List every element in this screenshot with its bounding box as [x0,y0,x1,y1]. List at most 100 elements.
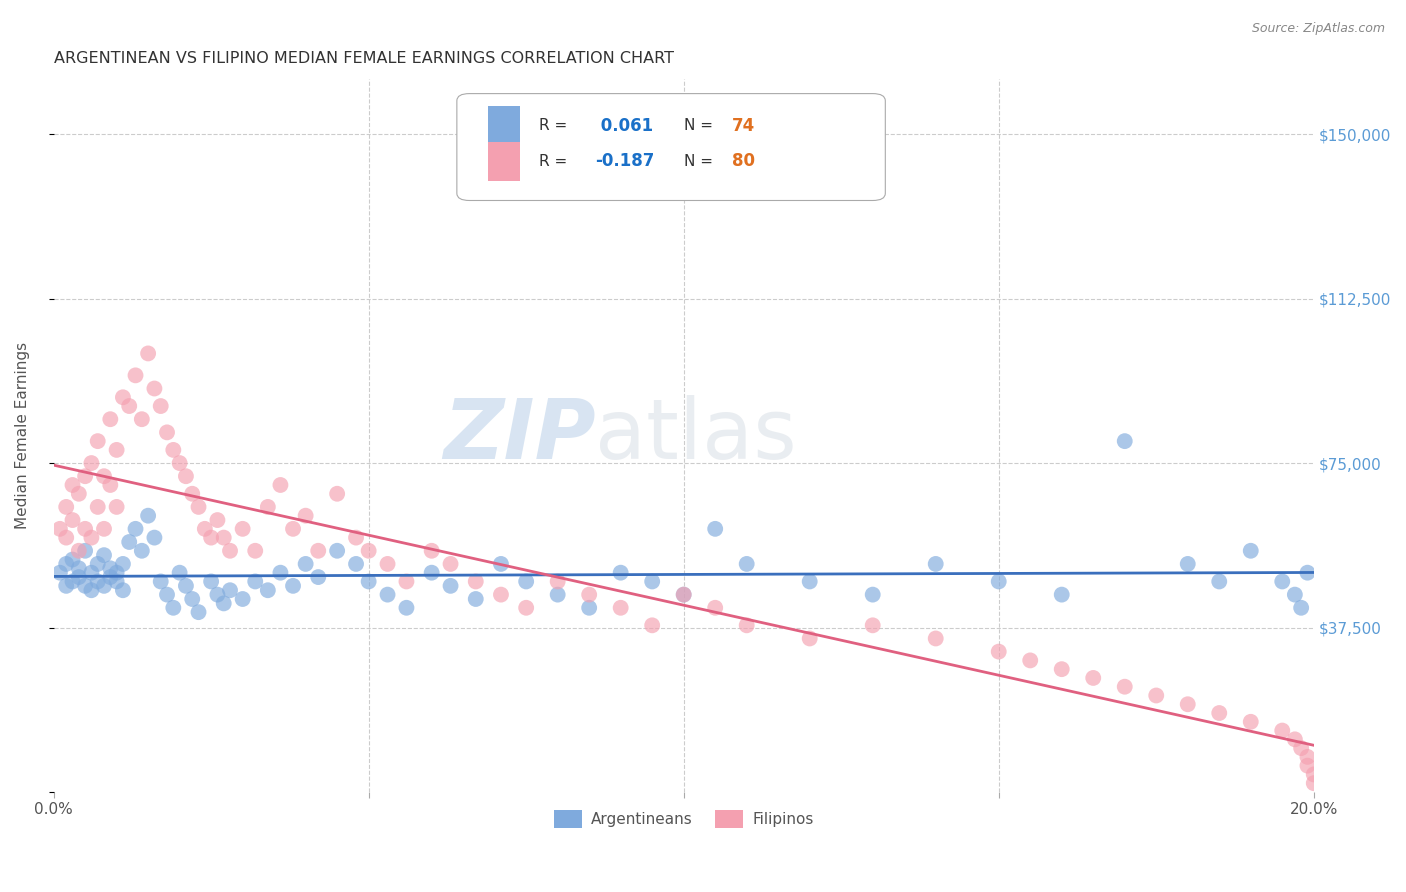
Point [377,557,399,571]
FancyBboxPatch shape [457,94,886,201]
Point [67,487,90,501]
Point [169,456,191,470]
Point [86,557,108,571]
Point [162,442,184,457]
Point [799,574,821,589]
Point [1289,600,1312,615]
Point [75,522,97,536]
Point [111,583,134,598]
Point [641,574,664,589]
Point [704,522,727,536]
Point [609,566,631,580]
Point [143,531,166,545]
Point [98,570,121,584]
Point [55,531,77,545]
Point [86,574,108,589]
Point [925,557,948,571]
Point [105,574,128,589]
Point [80,531,103,545]
Point [344,557,367,571]
Point [67,570,90,584]
Point [987,645,1010,659]
Text: R =: R = [538,118,572,133]
Point [67,561,90,575]
Point [1114,680,1136,694]
Point [169,566,191,580]
Point [232,592,254,607]
Point [515,600,537,615]
Point [111,557,134,571]
Point [515,574,537,589]
Point [294,508,316,523]
Point [1208,706,1230,720]
Point [357,574,380,589]
Point [357,543,380,558]
Point [55,557,77,571]
Legend: Argentineans, Filipinos: Argentineans, Filipinos [548,805,820,834]
Point [162,600,184,615]
Point [174,579,197,593]
Point [547,588,569,602]
Point [1271,574,1294,589]
Point [1083,671,1105,685]
Text: 74: 74 [731,117,755,135]
Point [80,456,103,470]
Point [862,618,884,632]
Point [735,618,758,632]
Point [439,557,461,571]
Point [62,552,84,566]
Point [420,566,443,580]
Point [98,478,121,492]
Point [118,535,141,549]
Text: atlas: atlas [596,395,797,476]
Point [269,478,291,492]
Point [420,543,443,558]
Point [862,588,884,602]
Point [1144,689,1167,703]
Point [86,500,108,514]
Point [1302,776,1324,790]
Text: Source: ZipAtlas.com: Source: ZipAtlas.com [1251,22,1385,36]
Point [1240,543,1263,558]
Point [307,543,329,558]
Point [207,588,229,602]
Point [439,579,461,593]
Text: N =: N = [683,153,717,169]
Text: 0.061: 0.061 [596,117,654,135]
Point [75,543,97,558]
Point [1284,588,1306,602]
Point [799,632,821,646]
Point [86,434,108,449]
Point [55,500,77,514]
Point [149,574,172,589]
FancyBboxPatch shape [488,106,520,145]
Point [925,632,948,646]
Point [187,605,209,619]
Point [93,579,115,593]
Point [1114,434,1136,449]
Point [80,566,103,580]
Point [93,469,115,483]
Point [136,346,159,360]
Point [207,513,229,527]
Point [181,592,204,607]
Point [105,566,128,580]
Point [143,382,166,396]
Point [256,583,278,598]
Point [49,522,72,536]
Point [1050,588,1073,602]
Point [1050,662,1073,676]
Point [124,522,146,536]
Point [245,543,267,558]
Point [609,600,631,615]
Point [344,531,367,545]
Point [269,566,291,580]
Point [578,588,600,602]
Point [75,469,97,483]
Point [704,600,727,615]
Point [377,588,399,602]
Point [181,487,204,501]
Point [1296,566,1319,580]
Point [1296,758,1319,772]
Point [118,399,141,413]
